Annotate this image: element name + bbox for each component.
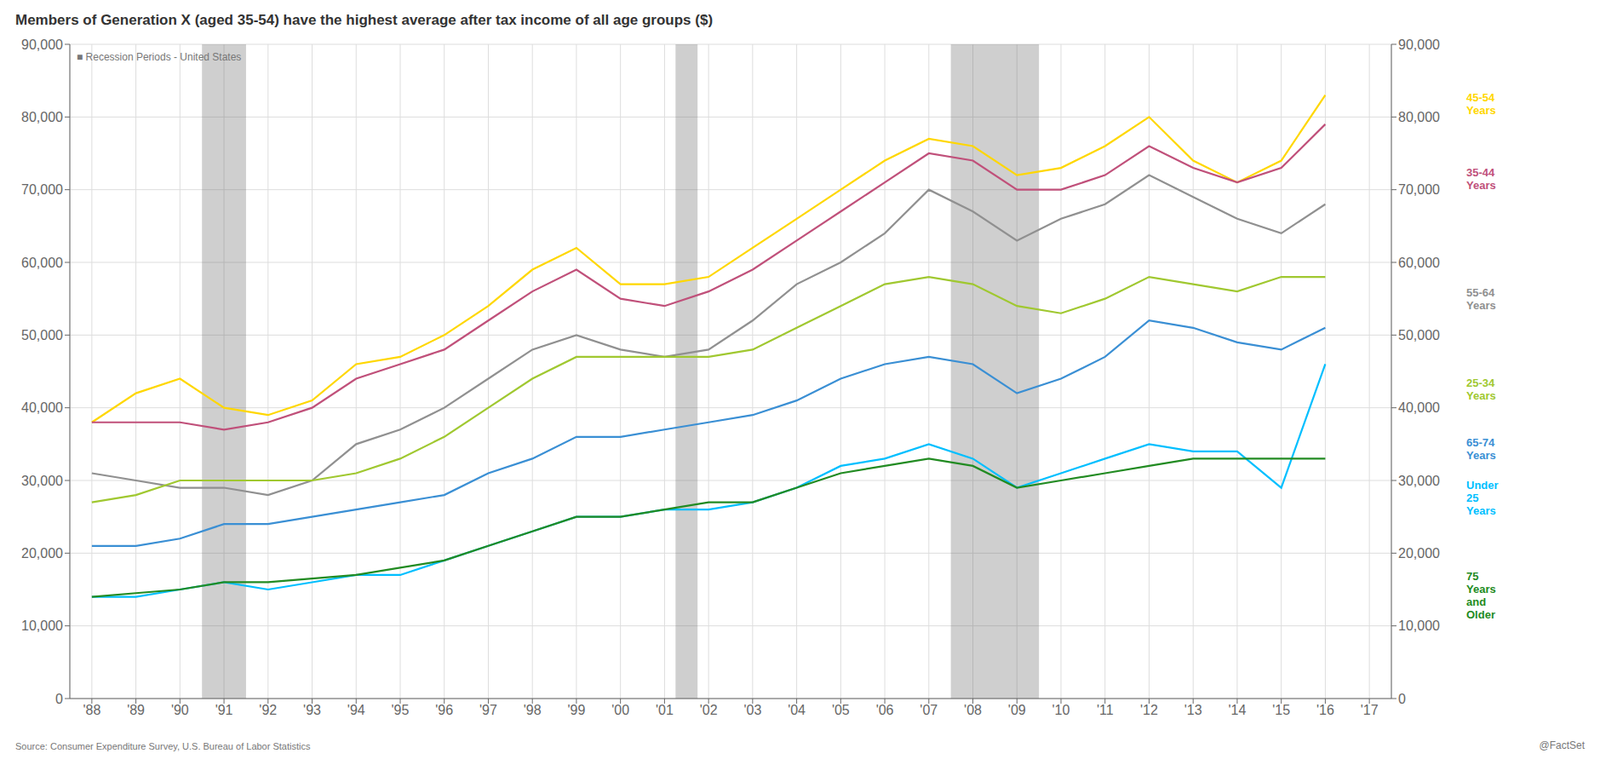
svg-text:'10: '10 (1052, 702, 1071, 717)
svg-text:'93: '93 (303, 702, 322, 717)
html-text:65-74 Years: 65-74 Years (1466, 436, 1496, 462)
svg-text:'13: '13 (1184, 702, 1203, 717)
svg-text:'98: '98 (523, 702, 542, 717)
html-text:25-34 Years: 25-34 Years (1466, 376, 1496, 402)
svg-text:10,000: 10,000 (1398, 618, 1440, 633)
svg-text:70,000: 70,000 (1398, 182, 1440, 197)
svg-text:'11: '11 (1096, 702, 1114, 717)
svg-text:'97: '97 (479, 702, 498, 717)
svg-text:'91: '91 (215, 702, 234, 717)
svg-text:'12: '12 (1140, 702, 1159, 717)
svg-text:'06: '06 (876, 702, 895, 717)
svg-text:0: 0 (55, 691, 64, 706)
svg-text:30,000: 30,000 (21, 473, 64, 488)
svg-text:70,000: 70,000 (21, 182, 64, 197)
svg-text:60,000: 60,000 (21, 255, 64, 270)
svg-text:'17: '17 (1360, 702, 1379, 717)
svg-text:90,000: 90,000 (1398, 37, 1440, 52)
svg-text:40,000: 40,000 (21, 400, 64, 415)
html-text:Under 25 Years: Under 25 Years (1466, 478, 1499, 517)
svg-text:20,000: 20,000 (21, 545, 64, 561)
svg-text:10,000: 10,000 (21, 618, 64, 633)
html-text:Source: Consumer Expenditure S: Source: Consumer Expenditure Survey, U.S… (15, 740, 311, 752)
svg-text:'99: '99 (567, 702, 586, 717)
svg-text:80,000: 80,000 (21, 109, 64, 125)
html-text:45-54 Years: 45-54 Years (1466, 91, 1496, 117)
svg-text:'94: '94 (347, 702, 366, 717)
svg-text:'03: '03 (743, 702, 762, 717)
svg-text:30,000: 30,000 (1398, 473, 1440, 488)
html-text:55-64 Years: 55-64 Years (1466, 286, 1496, 312)
svg-text:'01: '01 (655, 702, 674, 717)
svg-text:'95: '95 (391, 702, 410, 717)
svg-text:20,000: 20,000 (1398, 545, 1440, 561)
html-text:75 Years and Older: 75 Years and Older (1466, 569, 1496, 621)
svg-text:'16: '16 (1316, 702, 1335, 717)
svg-text:'89: '89 (126, 702, 145, 717)
svg-text:40,000: 40,000 (1398, 400, 1440, 415)
svg-text:'88: '88 (82, 702, 101, 717)
svg-text:0: 0 (1398, 691, 1406, 706)
svg-text:80,000: 80,000 (1398, 109, 1440, 125)
html-text:@FactSet: @FactSet (1539, 739, 1585, 752)
svg-text:'90: '90 (171, 702, 190, 717)
svg-text:'08: '08 (963, 702, 982, 717)
html-text:■ Recession Periods - United S: ■ Recession Periods - United States (76, 51, 242, 64)
svg-text:50,000: 50,000 (21, 327, 64, 343)
svg-text:60,000: 60,000 (1398, 255, 1440, 270)
html-text:35-44 Years: 35-44 Years (1466, 166, 1496, 192)
svg-text:'15: '15 (1272, 702, 1291, 717)
svg-text:'07: '07 (919, 702, 938, 717)
svg-text:'96: '96 (435, 702, 454, 717)
html-text:Members of Generation X (aged: Members of Generation X (aged 35-54) hav… (15, 11, 713, 29)
svg-text:50,000: 50,000 (1398, 327, 1440, 343)
svg-text:'04: '04 (787, 702, 806, 717)
svg-text:'02: '02 (699, 702, 718, 717)
svg-text:90,000: 90,000 (21, 37, 64, 52)
svg-text:'05: '05 (831, 702, 850, 717)
svg-text:'00: '00 (611, 702, 630, 717)
svg-text:'92: '92 (258, 702, 277, 717)
svg-text:'14: '14 (1228, 702, 1247, 717)
svg-text:'09: '09 (1008, 702, 1027, 717)
